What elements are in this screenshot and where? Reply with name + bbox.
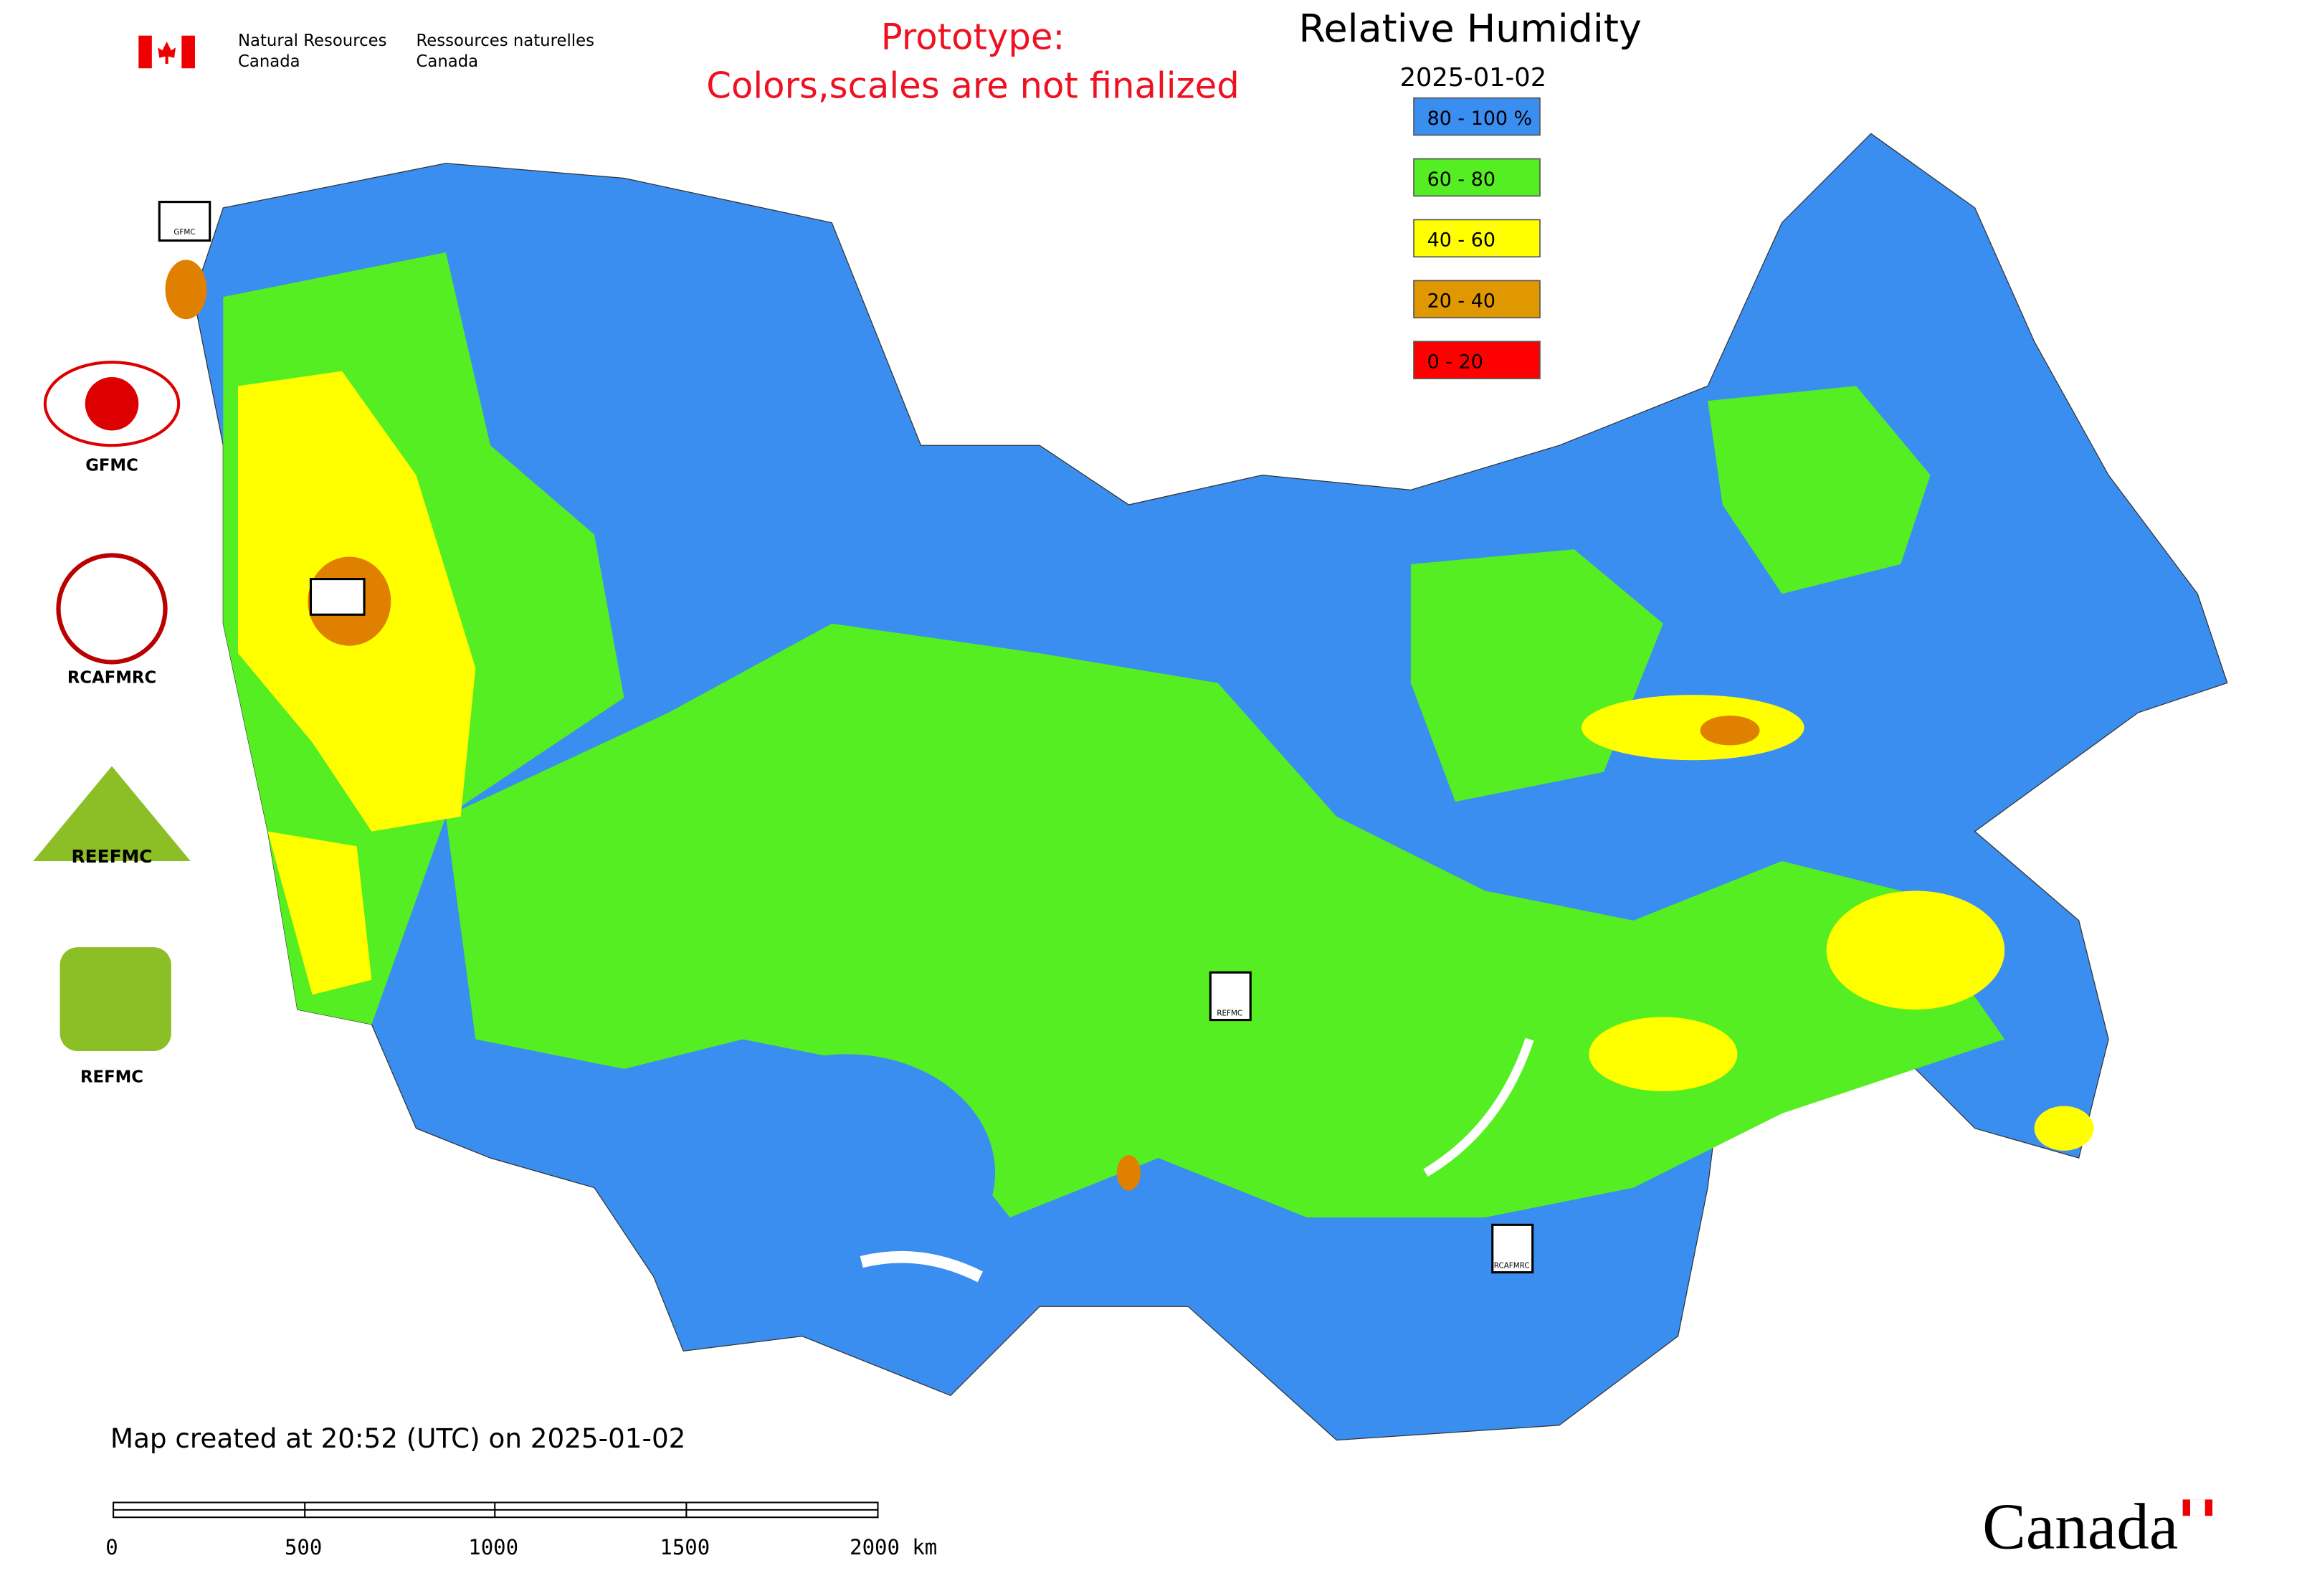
- reefmc-logo: [33, 766, 191, 862]
- nrcan-signature: Natural Resources Canada Ressources natu…: [138, 32, 594, 71]
- marker-label: REFMC: [1217, 1009, 1242, 1017]
- marker-box: [1209, 971, 1252, 1022]
- region-dry: [1582, 695, 1804, 761]
- gfmc-logo: [43, 361, 181, 447]
- legend-swatch: [1413, 341, 1541, 379]
- region-dry: [267, 831, 372, 995]
- legend-label: 0 - 20: [1427, 351, 1483, 374]
- canada-wordmark: Canada: [1982, 1491, 2178, 1563]
- region-moderate: [1708, 386, 1931, 594]
- dept-en: Canada: [238, 52, 300, 71]
- scale-bar: 0 500 1000 1500 2000 km: [105, 1501, 937, 1559]
- dept-fr: Canada: [417, 52, 479, 71]
- dept-en: Natural Resources: [238, 32, 386, 50]
- logos: GFMC RCAFMRC REEFMC REFMC: [33, 361, 191, 1087]
- region-dry: [1589, 1017, 1738, 1091]
- gfmc-logo: [85, 376, 139, 431]
- marker-label: RCAFMRC: [1494, 1261, 1530, 1270]
- marker-box: [309, 578, 366, 616]
- legend-label: 20 - 40: [1427, 290, 1495, 313]
- rcafmrc-logo: [56, 553, 168, 665]
- legend-swatch: [1413, 97, 1541, 136]
- logo-label: REEFMC: [72, 846, 153, 867]
- map-title: Relative Humidity: [1299, 6, 1642, 51]
- logo-label: RCAFMRC: [67, 669, 156, 688]
- marker-label: GFMC: [173, 228, 195, 237]
- scale-label: 500: [285, 1535, 322, 1559]
- wordmark-flag: [2189, 1499, 2205, 1516]
- flag-band: [138, 35, 152, 69]
- marker-box: [1491, 1223, 1534, 1274]
- map-date: 2025-01-02: [1400, 63, 1547, 92]
- scale-label: 2000 km: [850, 1535, 937, 1559]
- refmc-logo: [60, 947, 171, 1052]
- legend-swatch: [1413, 219, 1541, 258]
- lake: [860, 1250, 984, 1283]
- lake-baikal: [1423, 1037, 1534, 1177]
- legend-label: 40 - 60: [1427, 229, 1495, 252]
- maple-leaf: [158, 41, 176, 65]
- region-very-dry: [1116, 1155, 1141, 1191]
- marker-box: [158, 201, 211, 242]
- flag-band: [181, 35, 195, 69]
- legend-swatch: [1413, 280, 1541, 318]
- map: [165, 133, 2228, 1441]
- dept-fr: Ressources naturelles: [417, 32, 594, 50]
- scale-label: 1500: [660, 1535, 710, 1559]
- region-dry: [1826, 890, 2005, 1010]
- prototype-note: Prototype:: [881, 16, 1065, 57]
- legend-label: 80 - 100 %: [1427, 108, 1533, 130]
- logo-label: REFMC: [80, 1068, 143, 1087]
- created-note: Map created at 20:52 (UTC) on 2025-01-02: [110, 1422, 685, 1454]
- region-very-dry: [1700, 716, 1760, 746]
- scale-label: 1000: [468, 1535, 518, 1559]
- legend-swatch: [1413, 158, 1541, 197]
- region-humid: [698, 1054, 996, 1292]
- scale-label: 0: [105, 1535, 118, 1559]
- region-dry: [2034, 1106, 2094, 1151]
- logo-label: GFMC: [85, 456, 138, 475]
- markers: GFMC REFMC RCAFMRC: [158, 201, 1534, 1274]
- legend-label: 60 - 80: [1427, 168, 1495, 191]
- legend: 80 - 100 % 60 - 80 40 - 60 20 - 40 0 - 20: [1413, 97, 1541, 379]
- prototype-note: Colors,scales are not finalized: [706, 65, 1239, 107]
- region-very-dry: [165, 260, 207, 320]
